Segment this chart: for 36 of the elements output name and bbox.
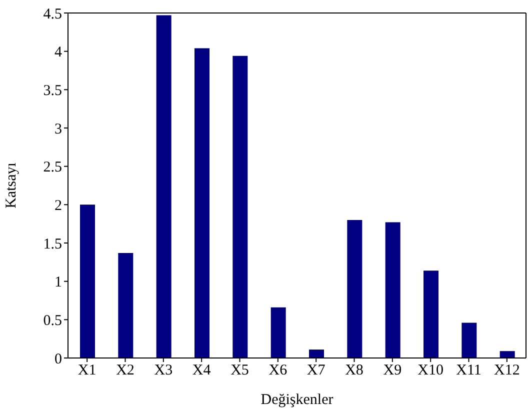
- x-tick-label: X6: [268, 362, 288, 379]
- bar: [80, 204, 95, 358]
- bar: [232, 56, 248, 358]
- x-tick-label: X4: [192, 362, 212, 379]
- y-tick-label: 3.5: [43, 82, 62, 99]
- x-tick-label: X12: [494, 362, 520, 379]
- y-tick-label: 0.5: [43, 312, 62, 329]
- bar: [309, 350, 324, 358]
- bar: [385, 222, 400, 358]
- bar: [118, 252, 134, 358]
- x-tick-label: X2: [116, 362, 134, 379]
- bar: [270, 307, 286, 358]
- bar: [424, 270, 438, 358]
- bar: [156, 15, 172, 358]
- bar: [500, 351, 515, 358]
- x-tick-label: X11: [456, 362, 482, 379]
- x-axis-title: Değişkenler: [260, 392, 334, 408]
- x-tick-label: X8: [345, 362, 364, 379]
- y-tick-label: 3: [54, 121, 62, 138]
- y-tick-label: 1.5: [43, 236, 62, 252]
- x-tick-label: X9: [383, 362, 402, 379]
- y-axis-title: Katsayı: [3, 162, 20, 208]
- y-tick-label: 2: [54, 198, 62, 214]
- y-tick-label: 2.5: [43, 160, 62, 176]
- x-tick-label: X5: [230, 362, 249, 379]
- bar: [194, 48, 210, 358]
- x-tick-label: X10: [418, 362, 444, 379]
- y-tick-label: 1: [54, 274, 62, 291]
- x-tick-label: X3: [154, 362, 173, 379]
- bar: [462, 322, 477, 358]
- x-tick-label: X1: [78, 362, 96, 379]
- y-tick-label: 4: [54, 44, 62, 61]
- y-tick-label: 0: [54, 351, 62, 368]
- y-tick-label: 4.5: [43, 6, 62, 22]
- bar: [347, 220, 362, 358]
- x-tick-label: X7: [306, 362, 326, 379]
